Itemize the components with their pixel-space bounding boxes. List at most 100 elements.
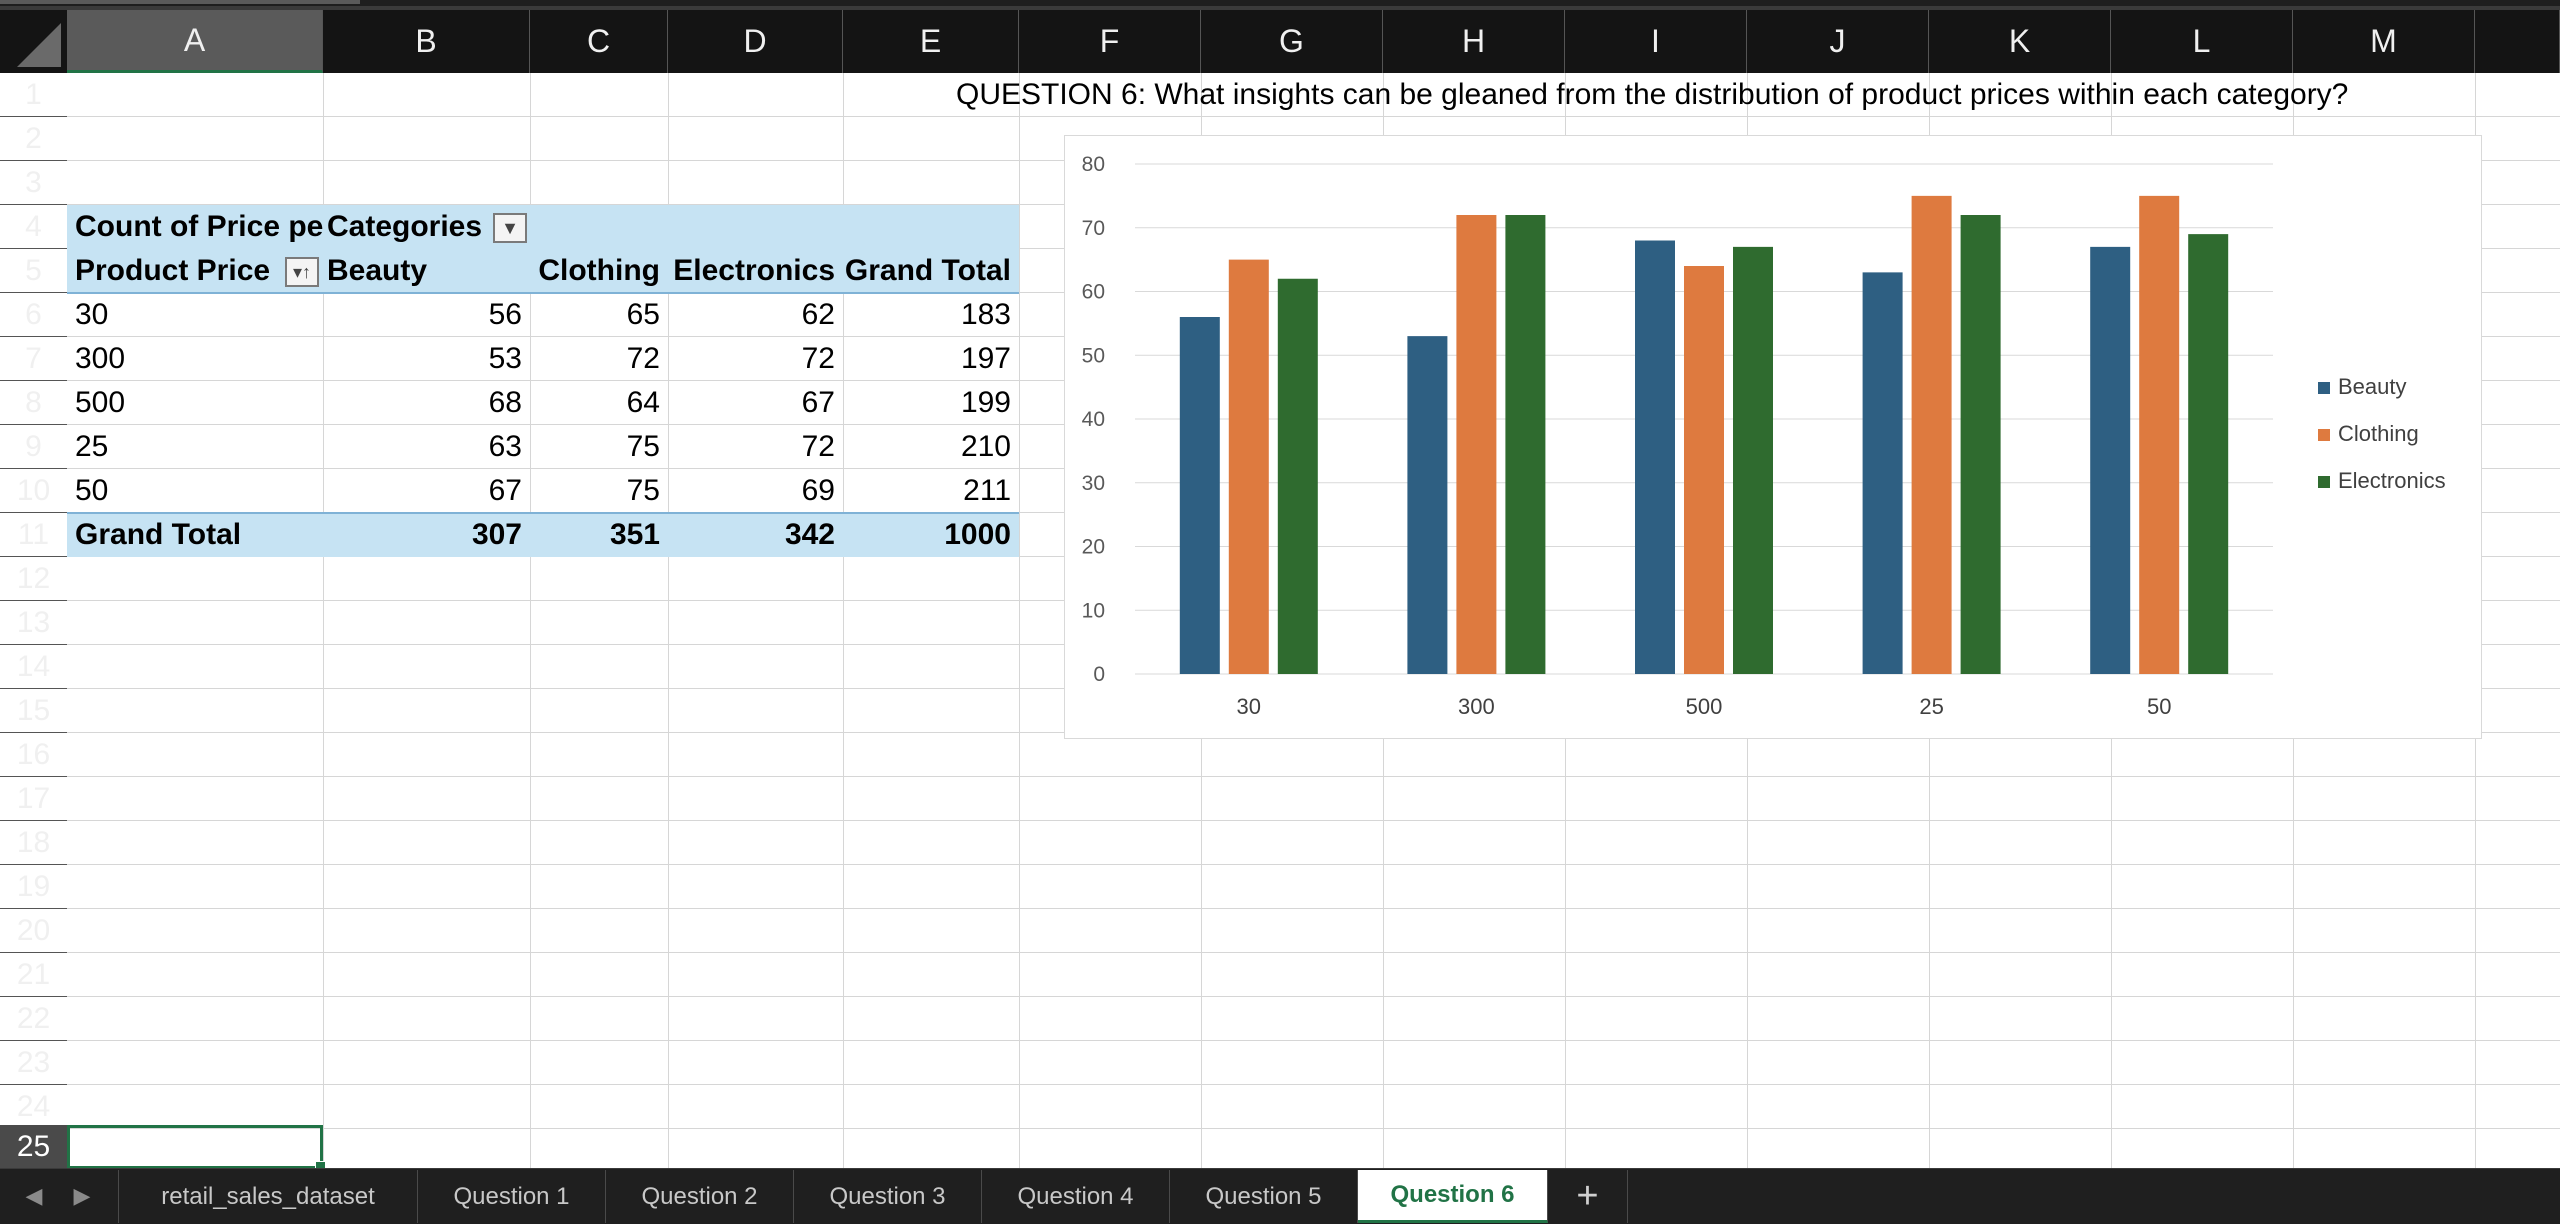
x-tick-label: 50 — [2147, 694, 2171, 719]
categories-filter-dropdown[interactable]: ▼ — [493, 213, 527, 243]
column-header-f[interactable]: F — [1019, 10, 1201, 73]
pivot-total-cell[interactable]: 307 — [471, 518, 522, 551]
row-header[interactable]: 6 — [0, 293, 67, 337]
row-header[interactable]: 10 — [0, 469, 67, 513]
column-header-m[interactable]: M — [2293, 10, 2475, 73]
pivot-col-header[interactable]: Grand Total — [844, 254, 1011, 287]
pivot-cell[interactable]: 199 — [960, 386, 1011, 419]
worksheet[interactable]: A B C D E F G H I J K L M 1 2 3 4 5 6 7 … — [0, 0, 2560, 1168]
pivot-cell[interactable]: 72 — [626, 342, 660, 375]
tab-question-4[interactable]: Question 4 — [982, 1170, 1170, 1223]
fill-handle[interactable] — [315, 1161, 326, 1168]
pivot-cell[interactable]: 210 — [960, 430, 1011, 463]
pivot-cell[interactable]: 53 — [488, 342, 522, 375]
column-header-a[interactable]: A — [67, 10, 323, 73]
tab-question-1[interactable]: Question 1 — [418, 1170, 606, 1223]
pivot-cell[interactable]: 56 — [488, 298, 522, 331]
column-header-h[interactable]: H — [1383, 10, 1565, 73]
row-header[interactable]: 25 — [0, 1125, 67, 1168]
pivot-cell[interactable]: 75 — [626, 430, 660, 463]
row-header[interactable]: 22 — [0, 997, 67, 1041]
row-header[interactable]: 17 — [0, 777, 67, 821]
add-sheet-icon[interactable]: + — [1548, 1170, 1628, 1223]
scroll-tabs-left-icon[interactable]: ◀ — [25, 1182, 43, 1208]
row-header[interactable]: 8 — [0, 381, 67, 425]
row-header[interactable]: 3 — [0, 161, 67, 205]
pivot-cell[interactable]: 197 — [960, 342, 1011, 375]
row-header[interactable]: 15 — [0, 689, 67, 733]
row-header[interactable]: 9 — [0, 425, 67, 469]
pivot-cell[interactable]: 75 — [626, 474, 660, 507]
bar-beauty — [1862, 272, 1903, 674]
select-all-button[interactable] — [0, 10, 68, 73]
row-header[interactable]: 18 — [0, 821, 67, 865]
scroll-tabs-right-icon[interactable]: ▶ — [73, 1182, 91, 1208]
column-header-e[interactable]: E — [843, 10, 1019, 73]
row-header[interactable]: 5 — [0, 249, 67, 293]
bar-clothing — [1684, 266, 1724, 674]
bar-beauty — [2090, 246, 2131, 674]
row-header[interactable]: 1 — [0, 73, 67, 117]
pivot-cell[interactable]: 72 — [801, 342, 835, 375]
pivot-cell[interactable]: 68 — [488, 386, 522, 419]
pivot-chart[interactable]: 0 10 20 30 40 50 60 70 80 30 300 500 25 50 Beauty Cloth… — [1064, 135, 2482, 739]
row-header[interactable]: 12 — [0, 557, 67, 601]
row-header[interactable]: 24 — [0, 1085, 67, 1129]
pivot-col-header[interactable]: Beauty — [327, 254, 428, 287]
pivot-row-label[interactable]: 25 — [75, 430, 109, 463]
tab-question-6[interactable]: Question 6 — [1358, 1170, 1548, 1223]
tab-retail-sales-dataset[interactable]: retail_sales_dataset — [118, 1170, 418, 1223]
row-header[interactable]: 23 — [0, 1041, 67, 1085]
pivot-row-header[interactable]: Product Price — [75, 254, 271, 287]
x-tick-label: 300 — [1458, 694, 1495, 719]
row-header[interactable]: 13 — [0, 601, 67, 645]
row-header[interactable]: 20 — [0, 909, 67, 953]
column-header-i[interactable]: I — [1565, 10, 1747, 73]
pivot-cell[interactable]: 67 — [488, 474, 522, 507]
active-cell-a25[interactable] — [67, 1125, 326, 1168]
pivot-cell[interactable]: 65 — [626, 298, 660, 331]
pivot-total-label[interactable]: Grand Total — [75, 518, 242, 551]
pivot-cell[interactable]: 183 — [960, 298, 1011, 331]
row-header[interactable]: 7 — [0, 337, 67, 381]
pivot-cell[interactable]: 64 — [626, 386, 660, 419]
row-header[interactable]: 14 — [0, 645, 67, 689]
row-header[interactable]: 19 — [0, 865, 67, 909]
column-header-l[interactable]: L — [2111, 10, 2293, 73]
pivot-categories-label[interactable]: Categories — [327, 210, 483, 243]
pivot-row-label[interactable]: 500 — [75, 386, 126, 419]
pivot-row-label[interactable]: 30 — [75, 298, 109, 331]
pivot-cell[interactable]: 63 — [488, 430, 522, 463]
pivot-row-label[interactable]: 300 — [75, 342, 126, 375]
tab-question-3[interactable]: Question 3 — [794, 1170, 982, 1223]
row-header[interactable]: 4 — [0, 205, 67, 249]
pivot-total-cell[interactable]: 342 — [784, 518, 835, 551]
pivot-corner-label[interactable]: Count of Price per Unit — [75, 210, 323, 243]
tab-question-5[interactable]: Question 5 — [1170, 1170, 1358, 1223]
product-price-sort-filter[interactable]: ▾↑ — [285, 257, 319, 287]
column-header-g[interactable]: G — [1201, 10, 1383, 73]
row-header[interactable]: 2 — [0, 117, 67, 161]
pivot-col-header[interactable]: Electronics — [673, 254, 835, 287]
pivot-row-label[interactable]: 50 — [75, 474, 109, 507]
column-header-c[interactable]: C — [530, 10, 668, 73]
column-header-n[interactable] — [2475, 10, 2560, 73]
pivot-col-header[interactable]: Clothing — [538, 254, 660, 287]
column-header-j[interactable]: J — [1747, 10, 1929, 73]
pivot-total-cell[interactable]: 351 — [609, 518, 660, 551]
column-header-d[interactable]: D — [668, 10, 843, 73]
pivot-total-cell[interactable]: 1000 — [944, 518, 1011, 551]
pivot-header-band — [67, 205, 1019, 293]
pivot-cell[interactable]: 69 — [801, 474, 835, 507]
pivot-cell[interactable]: 62 — [801, 298, 835, 331]
column-header-b[interactable]: B — [323, 10, 530, 73]
pivot-cell[interactable]: 67 — [801, 386, 835, 419]
row-header[interactable]: 16 — [0, 733, 67, 777]
pivot-cell[interactable]: 211 — [963, 474, 1011, 507]
row-header[interactable]: 21 — [0, 953, 67, 997]
tab-question-2[interactable]: Question 2 — [606, 1170, 794, 1223]
row-header[interactable]: 11 — [0, 513, 67, 557]
column-header-k[interactable]: K — [1929, 10, 2111, 73]
y-tick-label: 30 — [1082, 472, 1105, 495]
pivot-cell[interactable]: 72 — [801, 430, 835, 463]
